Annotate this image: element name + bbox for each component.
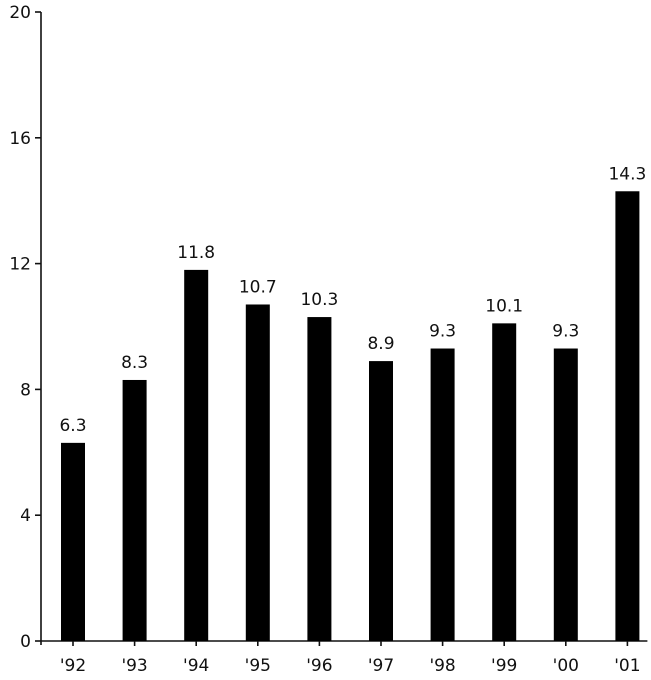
data-label: 10.7 <box>239 277 277 297</box>
data-label: 10.1 <box>485 296 523 316</box>
data-label: 9.3 <box>429 322 456 342</box>
bar <box>245 304 270 641</box>
bar <box>61 442 85 641</box>
bar <box>553 348 578 641</box>
data-label: 9.3 <box>552 322 579 342</box>
y-axis: 0 4 8 12 16 20 <box>9 3 42 652</box>
data-label: 8.9 <box>367 334 394 354</box>
x-tick-label: '92 <box>60 656 86 676</box>
bar <box>492 323 517 641</box>
bar <box>369 361 393 641</box>
y-tick-label: 0 <box>20 632 31 652</box>
x-tick-label: '95 <box>245 656 271 676</box>
bar <box>122 379 147 641</box>
x-tick-label: '97 <box>368 656 394 676</box>
y-tick-label: 20 <box>9 3 31 23</box>
bar <box>615 191 640 641</box>
x-axis: '92 '93 '94 '95 '96 '97 '98 '99 '00 '01 <box>41 640 648 676</box>
bars <box>61 191 640 641</box>
x-tick-label: '98 <box>429 656 455 676</box>
data-label: 8.3 <box>121 353 148 373</box>
x-tick-label: '93 <box>121 656 147 676</box>
x-tick-label: '94 <box>183 656 209 676</box>
y-tick-label: 4 <box>20 506 31 526</box>
data-labels: 6.3 8.3 11.8 10.7 10.3 8.9 9.3 10.1 9.3 14.3 <box>59 164 646 436</box>
x-tick-label: '96 <box>306 656 332 676</box>
data-label: 10.3 <box>300 290 338 310</box>
data-label: 11.8 <box>177 243 215 263</box>
bar <box>430 348 455 641</box>
data-label: 6.3 <box>59 416 86 436</box>
x-tick-label: '00 <box>553 656 579 676</box>
x-tick-label: '99 <box>491 656 517 676</box>
y-tick-label: 12 <box>9 255 31 275</box>
bar <box>184 269 209 641</box>
data-label: 14.3 <box>608 164 646 184</box>
y-tick-label: 16 <box>9 129 31 149</box>
x-tick-label: '01 <box>614 656 640 676</box>
y-tick-label: 8 <box>20 380 31 400</box>
bar <box>307 317 332 641</box>
